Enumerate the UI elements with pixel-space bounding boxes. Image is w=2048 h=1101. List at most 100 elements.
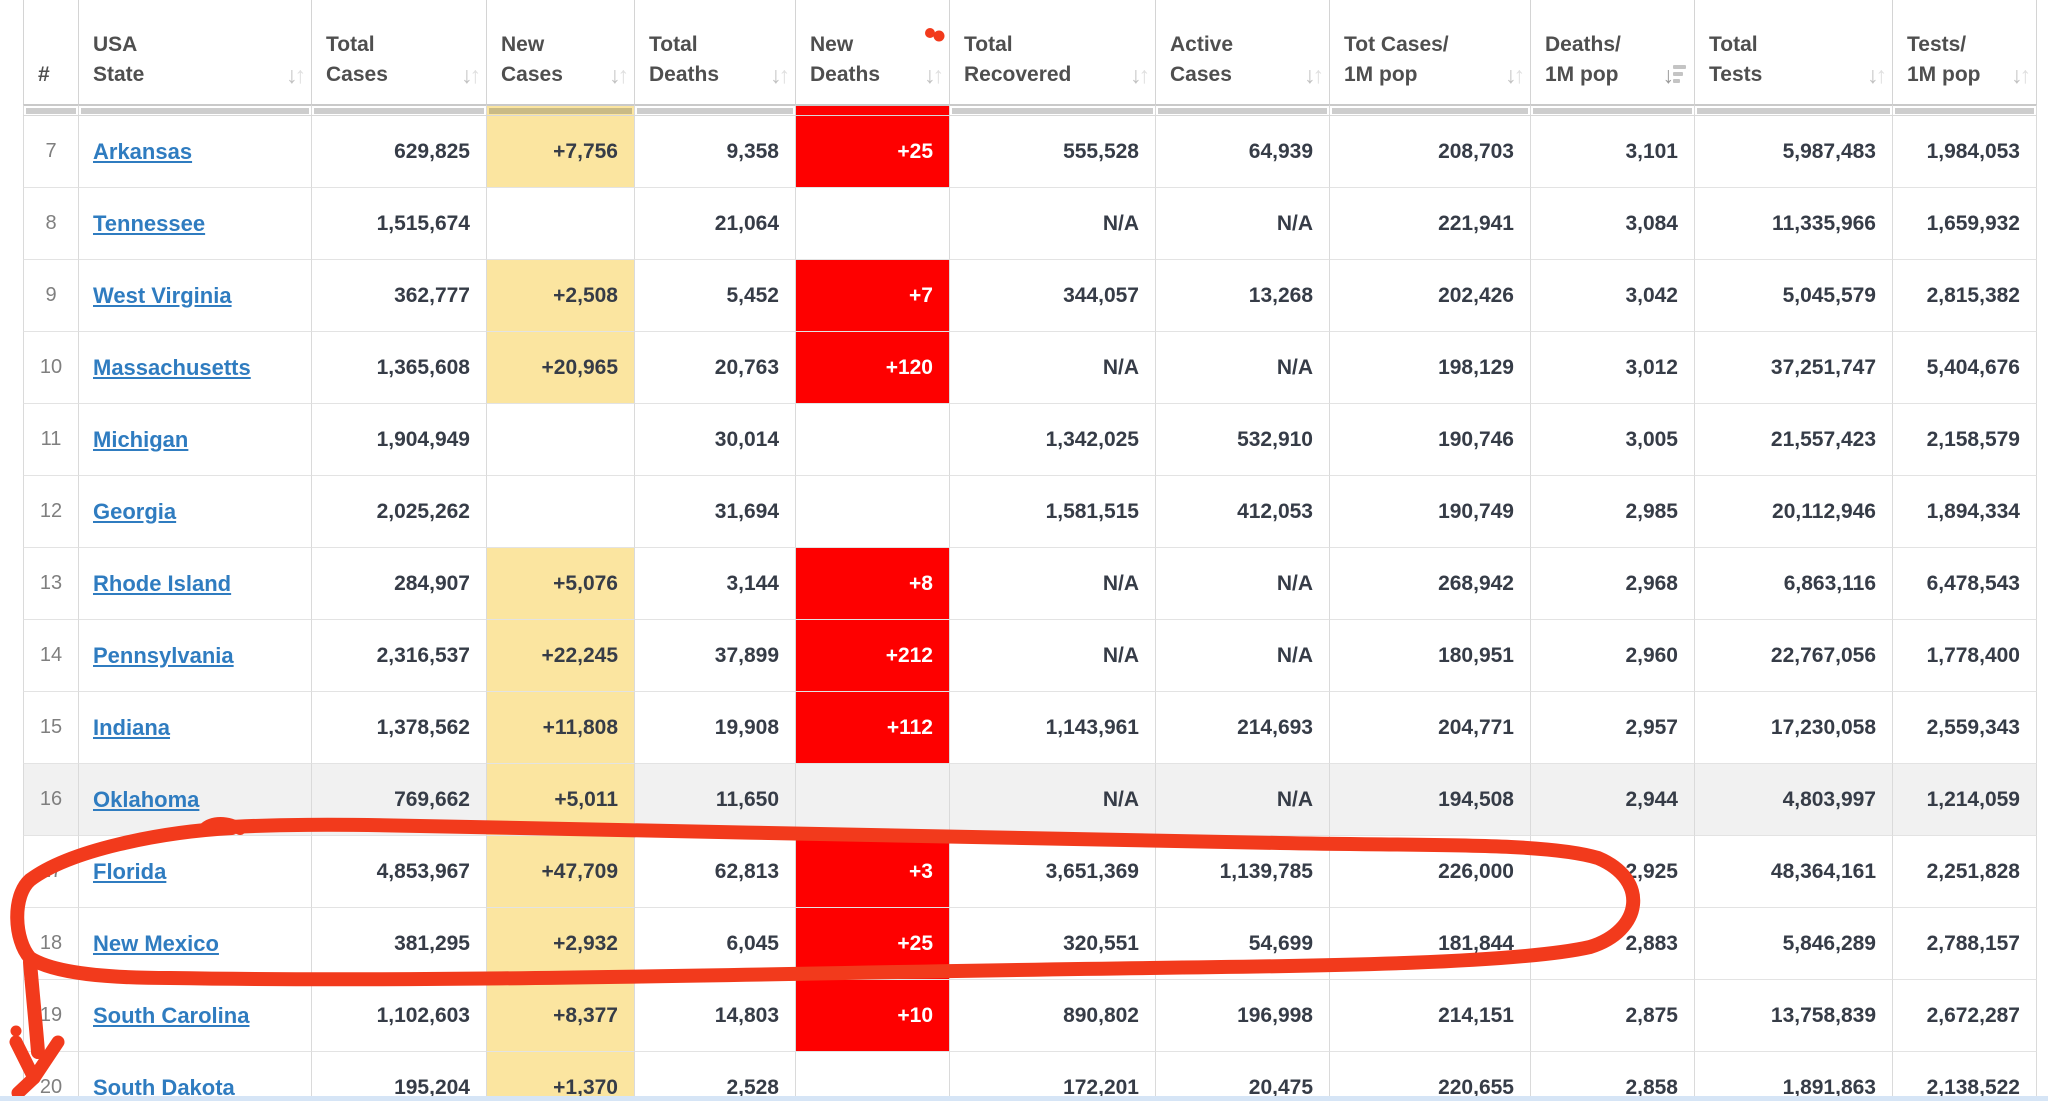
column-header-total_cases[interactable]: Total Cases ↓↑ <box>312 0 487 104</box>
new-cases-cell <box>487 476 635 548</box>
rank-cell: 14 <box>23 620 79 692</box>
total-recovered-cell: N/A <box>950 764 1156 836</box>
total-tests-cell: 21,557,423 <box>1695 404 1893 476</box>
column-header-rank[interactable]: # <box>23 0 79 104</box>
sort-arrows-icon: ↓↑ <box>770 62 790 88</box>
state-link[interactable]: Indiana <box>93 714 171 740</box>
total-recovered-cell: 3,651,369 <box>950 836 1156 908</box>
new-cases-cell: +7,756 <box>487 116 635 188</box>
new-cases-cell: +47,709 <box>487 836 635 908</box>
total-cases-cell: 2,025,262 <box>312 476 487 548</box>
tests-per-1m-cell: 6,478,543 <box>1893 548 2037 620</box>
new-deaths-cell: +7 <box>796 260 950 332</box>
state-cell: Oklahoma <box>79 764 312 836</box>
cutoff-cell <box>1893 104 2037 116</box>
active-cases-cell: N/A <box>1156 764 1330 836</box>
state-link[interactable]: Arkansas <box>93 138 193 164</box>
column-header-active_cases[interactable]: Active Cases ↓↑ <box>1156 0 1330 104</box>
column-header-total_recovered[interactable]: Total Recovered ↓↑ <box>950 0 1156 104</box>
state-link[interactable]: South Dakota <box>93 1074 235 1100</box>
new-deaths-cell: +25 <box>796 116 950 188</box>
state-link[interactable]: Tennessee <box>93 210 206 236</box>
cases-per-1m-cell: 221,941 <box>1330 188 1531 260</box>
tests-per-1m-cell: 2,815,382 <box>1893 260 2037 332</box>
state-cell: West Virginia <box>79 260 312 332</box>
state-link[interactable]: Massachusetts <box>93 354 251 380</box>
cases-per-1m-cell: 181,844 <box>1330 908 1531 980</box>
sort-arrows-icon: ↓↑ <box>1867 62 1887 88</box>
new-deaths-cell <box>796 404 950 476</box>
cutoff-cell <box>487 104 635 116</box>
new-cases-cell: +5,076 <box>487 548 635 620</box>
new-cases-cell: +2,508 <box>487 260 635 332</box>
annotation-small-dot <box>10 1025 22 1037</box>
new-deaths-cell: +3 <box>796 836 950 908</box>
new-deaths-cell: +212 <box>796 620 950 692</box>
state-link[interactable]: Oklahoma <box>93 786 200 812</box>
rank-cell: 13 <box>23 548 79 620</box>
column-header-new_deaths[interactable]: New Deaths ↓↑ <box>796 0 950 104</box>
rank-cell: 19 <box>23 980 79 1052</box>
tests-per-1m-cell: 1,894,334 <box>1893 476 2037 548</box>
column-header-state[interactable]: USA State ↓↑ <box>79 0 312 104</box>
total-recovered-cell: N/A <box>950 332 1156 404</box>
column-header-total_tests[interactable]: Total Tests ↓↑ <box>1695 0 1893 104</box>
total-cases-cell: 1,904,949 <box>312 404 487 476</box>
state-link[interactable]: Florida <box>93 858 167 884</box>
total-tests-cell: 20,112,946 <box>1695 476 1893 548</box>
active-cases-cell: 1,139,785 <box>1156 836 1330 908</box>
active-cases-cell: 196,998 <box>1156 980 1330 1052</box>
state-link[interactable]: Michigan <box>93 426 189 452</box>
column-header-tests_per_1m[interactable]: Tests/1M pop ↓↑ <box>1893 0 2037 104</box>
column-header-cases_per_1m[interactable]: Tot Cases/1M pop ↓↑ <box>1330 0 1531 104</box>
column-header-deaths_per_1m[interactable]: Deaths/1M pop ↓ <box>1531 0 1695 104</box>
tests-per-1m-cell: 1,984,053 <box>1893 116 2037 188</box>
sort-arrows-icon: ↓↑ <box>1505 62 1525 88</box>
column-header-new_cases[interactable]: New Cases ↓↑ <box>487 0 635 104</box>
cases-per-1m-cell: 268,942 <box>1330 548 1531 620</box>
cases-per-1m-cell: 190,749 <box>1330 476 1531 548</box>
rank-cell: 7 <box>23 116 79 188</box>
new-cases-cell: +8,377 <box>487 980 635 1052</box>
total-tests-cell: 37,251,747 <box>1695 332 1893 404</box>
total-cases-cell: 629,825 <box>312 116 487 188</box>
state-link[interactable]: Rhode Island <box>93 570 232 596</box>
rank-cell: 8 <box>23 188 79 260</box>
deaths-per-1m-cell: 2,968 <box>1531 548 1695 620</box>
state-link[interactable]: Pennsylvania <box>93 642 234 668</box>
tests-per-1m-cell: 2,788,157 <box>1893 908 2037 980</box>
tests-per-1m-cell: 2,559,343 <box>1893 692 2037 764</box>
total-recovered-cell: N/A <box>950 188 1156 260</box>
state-link[interactable]: Georgia <box>93 498 177 524</box>
tests-per-1m-cell: 5,404,676 <box>1893 332 2037 404</box>
deaths-per-1m-cell: 2,957 <box>1531 692 1695 764</box>
new-cases-cell <box>487 188 635 260</box>
deaths-per-1m-cell: 2,858 <box>1531 1052 1695 1101</box>
state-cell: Indiana <box>79 692 312 764</box>
covid-states-table: # USA State ↓↑ Total Cases ↓↑ New Cases ↓↑ … <box>23 0 2037 1101</box>
new-deaths-cell: +8 <box>796 548 950 620</box>
total-deaths-cell: 21,064 <box>635 188 796 260</box>
state-link[interactable]: South Carolina <box>93 1002 250 1028</box>
state-link[interactable]: New Mexico <box>93 930 219 956</box>
total-cases-cell: 1,102,603 <box>312 980 487 1052</box>
state-cell: Georgia <box>79 476 312 548</box>
state-cell: Tennessee <box>79 188 312 260</box>
new-deaths-cell: +25 <box>796 908 950 980</box>
total-tests-cell: 4,803,997 <box>1695 764 1893 836</box>
total-deaths-cell: 62,813 <box>635 836 796 908</box>
total-tests-cell: 11,335,966 <box>1695 188 1893 260</box>
total-cases-cell: 769,662 <box>312 764 487 836</box>
total-deaths-cell: 30,014 <box>635 404 796 476</box>
cases-per-1m-cell: 180,951 <box>1330 620 1531 692</box>
state-link[interactable]: West Virginia <box>93 282 232 308</box>
column-header-label: Total Recovered <box>964 33 1072 86</box>
total-deaths-cell: 2,528 <box>635 1052 796 1101</box>
active-cases-cell: N/A <box>1156 620 1330 692</box>
tests-per-1m-cell: 1,778,400 <box>1893 620 2037 692</box>
total-tests-cell: 22,767,056 <box>1695 620 1893 692</box>
column-header-total_deaths[interactable]: Total Deaths ↓↑ <box>635 0 796 104</box>
total-cases-cell: 4,853,967 <box>312 836 487 908</box>
deaths-per-1m-cell: 2,960 <box>1531 620 1695 692</box>
total-tests-cell: 1,891,863 <box>1695 1052 1893 1101</box>
